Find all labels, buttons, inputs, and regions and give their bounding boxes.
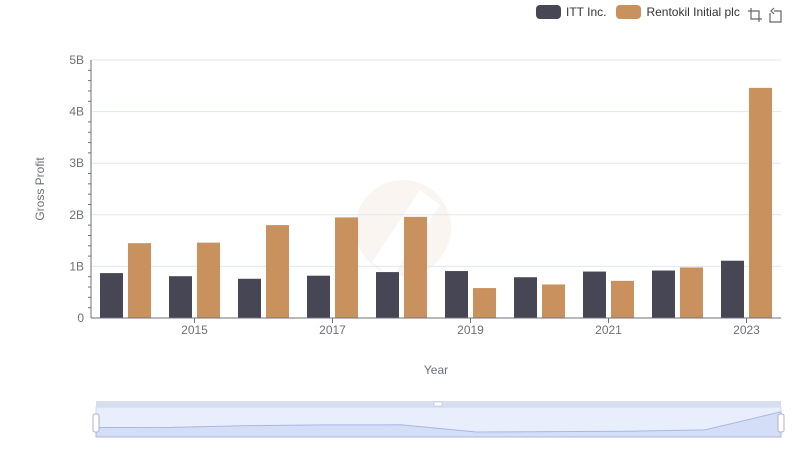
bar-itt-2023[interactable] [721, 260, 744, 318]
zoom-handle-left[interactable] [92, 413, 100, 433]
y-tick-label: 2B [69, 208, 84, 222]
zoom-icon[interactable] [746, 6, 764, 24]
zoom-drag-handle[interactable] [433, 401, 443, 407]
bar-itt-2019[interactable] [445, 271, 468, 318]
bar-itt-2022[interactable] [652, 270, 675, 318]
y-tick-label: 1B [69, 259, 84, 273]
restore-icon[interactable] [766, 6, 784, 24]
bar-itt-2021[interactable] [583, 271, 606, 318]
x-tick-label: 2017 [319, 323, 346, 337]
legend-label-itt: ITT Inc. [566, 5, 607, 19]
bar-rentokil-2021[interactable] [611, 280, 634, 318]
bar-rentokil-2015[interactable] [197, 242, 220, 318]
y-tick-label: 0 [77, 311, 84, 325]
legend-swatch-itt [536, 5, 561, 19]
y-tick-label: 5B [69, 53, 84, 67]
x-tick-label: 2023 [733, 323, 760, 337]
bar-itt-2017[interactable] [307, 275, 330, 318]
bar-rentokil-2023[interactable] [749, 87, 772, 318]
bar-itt-2015[interactable] [169, 276, 192, 318]
y-tick-label: 4B [69, 105, 84, 119]
legend-label-rentokil: Rentokil Initial plc [646, 5, 740, 19]
bar-rentokil-2020[interactable] [542, 284, 565, 318]
bar-rentokil-2014[interactable] [128, 243, 151, 318]
data-zoom-slider[interactable] [92, 401, 785, 438]
bar-rentokil-2018[interactable] [404, 216, 427, 318]
bar-rentokil-2022[interactable] [680, 267, 703, 318]
toolbox [746, 6, 786, 24]
watermark-logo [355, 180, 451, 278]
x-tick-label: 2019 [457, 323, 484, 337]
legend-item-itt[interactable]: ITT Inc. [536, 5, 606, 19]
bar-rentokil-2016[interactable] [266, 225, 289, 318]
x-axis-title: Year [423, 363, 449, 377]
x-tick-label: 2015 [181, 323, 208, 337]
y-axis-title: Gross Profit [33, 157, 47, 221]
legend: ITT Inc. Rentokil Initial plc [536, 3, 750, 21]
x-tick-label: 2021 [595, 323, 622, 337]
zoom-preview-area [95, 411, 782, 438]
y-tick-label: 3B [69, 156, 84, 170]
legend-swatch-rentokil [616, 5, 642, 19]
legend-item-rentokil[interactable]: Rentokil Initial plc [616, 5, 740, 19]
bar-rentokil-2017[interactable] [335, 217, 358, 318]
bar-rentokil-2019[interactable] [473, 288, 496, 318]
bar-itt-2014[interactable] [100, 273, 123, 318]
bar-itt-2016[interactable] [238, 278, 261, 318]
bar-itt-2018[interactable] [376, 272, 399, 318]
bar-itt-2020[interactable] [514, 277, 537, 318]
zoom-handle-right[interactable] [777, 413, 785, 433]
